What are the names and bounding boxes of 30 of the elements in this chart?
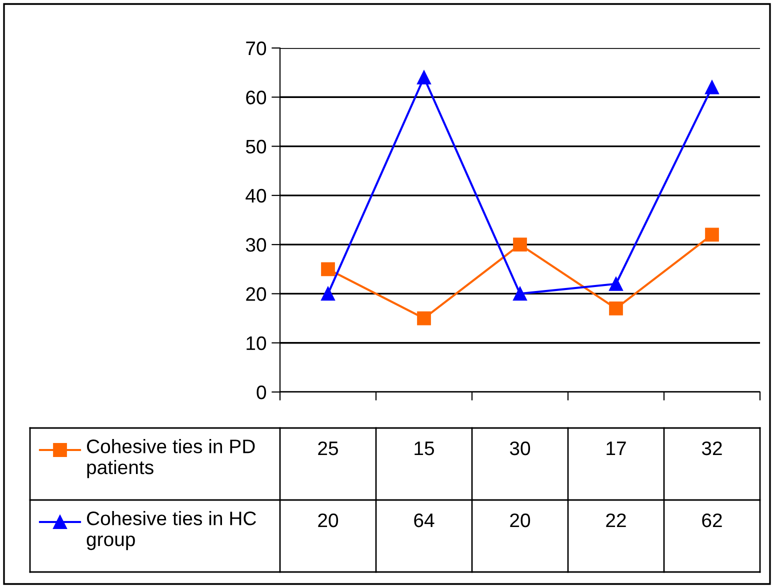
point — [321, 262, 335, 276]
legend-label: Cohesive ties in HC group — [86, 511, 256, 550]
y-tick-label: 60 — [246, 90, 266, 104]
point — [513, 286, 527, 301]
point — [321, 286, 335, 301]
data-label: 32 — [702, 441, 722, 456]
y-tick-label: 70 — [246, 41, 266, 56]
data-label: 17 — [606, 442, 626, 456]
data-label: 30 — [510, 441, 530, 456]
y-tick-label: 10 — [246, 336, 266, 350]
data-label: 22 — [606, 513, 626, 528]
data-label: 20 — [318, 513, 338, 528]
point — [513, 238, 527, 252]
y-tick-label: 50 — [246, 140, 266, 154]
point — [417, 311, 431, 326]
data-label: 62 — [702, 513, 722, 528]
point — [609, 302, 623, 316]
y-tick-label: 40 — [246, 188, 266, 203]
data-label: 20 — [510, 513, 530, 528]
data-label: 15 — [414, 442, 434, 456]
point — [705, 80, 719, 94]
point — [705, 228, 719, 242]
data-label: 25 — [318, 441, 338, 456]
point — [417, 70, 431, 84]
y-tick-label: 0 — [256, 385, 266, 400]
point — [609, 276, 623, 291]
data-label: 64 — [414, 513, 434, 528]
y-tick-label: 20 — [246, 287, 266, 301]
y-tick-label: 30 — [246, 238, 266, 252]
legend-label: Cohesive ties in PD patients — [86, 439, 255, 478]
